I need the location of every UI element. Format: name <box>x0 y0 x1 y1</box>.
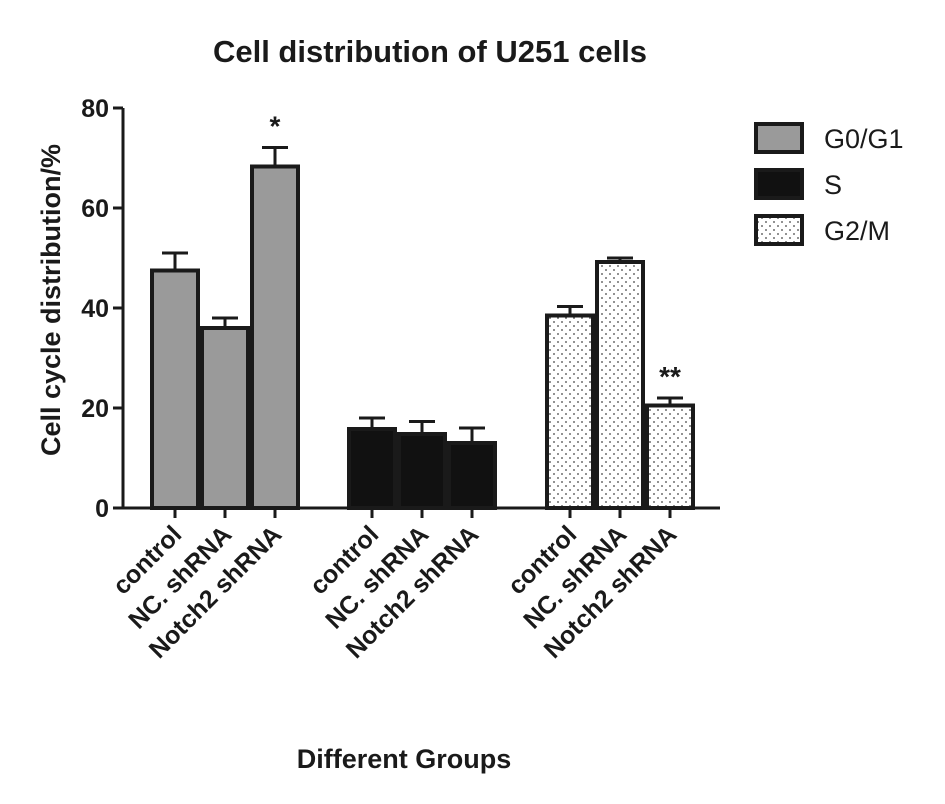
y-axis-label: Cell cycle distribution/% <box>36 144 66 456</box>
x-axis-label: Different Groups <box>297 744 512 774</box>
legend-label: G2/M <box>824 216 890 246</box>
y-tick-label: 0 <box>95 495 109 523</box>
legend-label: S <box>824 170 842 200</box>
y-tick-label: 80 <box>81 95 109 123</box>
legend-label: G0/G1 <box>824 124 904 154</box>
y-tick-label: 40 <box>81 295 109 323</box>
y-tick-label: 20 <box>81 395 109 423</box>
legend-swatch <box>754 168 804 200</box>
bar <box>347 427 397 510</box>
bar <box>595 260 645 510</box>
y-tick-label: 60 <box>81 195 109 223</box>
bar <box>250 164 300 510</box>
bar <box>545 313 595 510</box>
bar <box>150 268 200 510</box>
bar <box>397 432 447 510</box>
bar <box>200 326 250 510</box>
legend-swatch <box>754 214 804 246</box>
chart-title: Cell distribution of U251 cells <box>213 34 647 69</box>
significance-label: * <box>270 111 281 142</box>
bar <box>645 403 695 510</box>
legend-swatch <box>754 122 804 154</box>
significance-label: ** <box>659 361 681 392</box>
bar <box>447 441 497 510</box>
